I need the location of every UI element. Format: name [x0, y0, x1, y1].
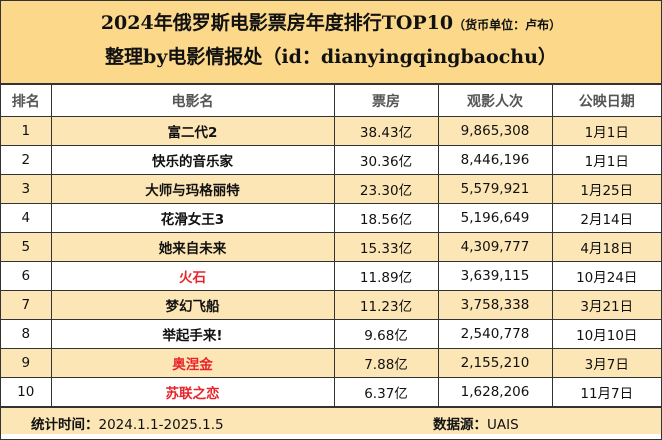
admissions-cell: 8,446,196: [437, 145, 553, 175]
admissions-cell: 5,196,649: [437, 203, 553, 233]
admissions-cell: 1,628,206: [437, 377, 553, 407]
movie-title-cell: 花滑女王3: [50, 203, 335, 233]
movie-title-cell: 梦幻飞船: [50, 290, 335, 320]
column-header-box-office: 票房: [333, 84, 439, 117]
rank-cell: 2: [1, 145, 52, 175]
movie-title-cell: 苏联之恋: [50, 377, 335, 407]
box-office-cell: 6.37亿: [333, 377, 439, 407]
box-office-cell: 23.30亿: [333, 174, 439, 204]
table-row: 10 苏联之恋 6.37亿 1,628,206 11月7日: [1, 377, 661, 407]
movie-title-cell: 她来自未来: [50, 232, 335, 262]
table-row: 5 她来自未来 15.33亿 4,309,777 4月18日: [1, 232, 661, 262]
rank-cell: 8: [1, 319, 52, 349]
admissions-cell: 3,639,115: [437, 261, 553, 291]
rank-cell: 7: [1, 290, 52, 320]
page-title: 2024年俄罗斯电影票房年度排行TOP10（货币单位：卢布）: [1, 1, 661, 38]
rank-cell: 4: [1, 203, 52, 233]
rank-cell: 5: [1, 232, 52, 262]
admissions-cell: 5,579,921: [437, 174, 553, 204]
column-header-rank: 排名: [1, 84, 52, 117]
rank-cell: 9: [1, 348, 52, 378]
stat-period: 统计时间：2024.1.1-2025.1.5: [31, 413, 224, 433]
rank-cell: 1: [1, 116, 52, 146]
admissions-cell: 9,865,308: [437, 116, 553, 146]
release-date-cell: 3月21日: [551, 290, 661, 320]
stat-period-label: 统计时间：: [31, 417, 99, 433]
table-row: 6 火石 11.89亿 3,639,115 10月24日: [1, 261, 661, 291]
movie-title-cell: 奥涅金: [50, 348, 335, 378]
box-office-cell: 11.23亿: [333, 290, 439, 320]
rank-cell: 3: [1, 174, 52, 204]
release-date-cell: 1月1日: [551, 145, 661, 175]
release-date-cell: 1月25日: [551, 174, 661, 204]
release-date-cell: 3月7日: [551, 348, 661, 378]
rank-cell: 10: [1, 377, 52, 407]
release-date-cell: 4月18日: [551, 232, 661, 262]
header: 2024年俄罗斯电影票房年度排行TOP10（货币单位：卢布） 整理by电影情报处…: [1, 1, 661, 84]
box-office-cell: 9.68亿: [333, 319, 439, 349]
page-subtitle: 整理by电影情报处（id：dianyingqingbaochu）: [105, 46, 557, 68]
movie-title-cell: 大师与玛格丽特: [50, 174, 335, 204]
movie-title-cell: 富二代2: [50, 116, 335, 146]
box-office-cell: 38.43亿: [333, 116, 439, 146]
table-row: 3 大师与玛格丽特 23.30亿 5,579,921 1月25日: [1, 174, 661, 204]
box-office-cell: 30.36亿: [333, 145, 439, 175]
table-body: 1 富二代2 38.43亿 9,865,308 1月1日 2 快乐的音乐家 30.36亿 8,4…: [1, 116, 661, 407]
table-row: 2 快乐的音乐家 30.36亿 8,446,196 1月1日: [1, 145, 661, 175]
admissions-cell: 3,758,338: [437, 290, 553, 320]
currency-unit-note: （货币单位：卢布）: [453, 18, 562, 32]
release-date-cell: 1月1日: [551, 116, 661, 146]
column-header-release-date: 公映日期: [551, 84, 661, 117]
box-office-cell: 15.33亿: [333, 232, 439, 262]
admissions-cell: 4,309,777: [437, 232, 553, 262]
table-row: 7 梦幻飞船 11.23亿 3,758,338 3月21日: [1, 290, 661, 320]
admissions-cell: 2,155,210: [437, 348, 553, 378]
movie-title-cell: 快乐的音乐家: [50, 145, 335, 175]
column-header-admissions: 观影人次: [437, 84, 553, 117]
release-date-cell: 11月7日: [551, 377, 661, 407]
movie-title-cell: 火石: [50, 261, 335, 291]
column-header-title: 电影名: [50, 84, 335, 117]
footer: 统计时间：2024.1.1-2025.1.5 数据源：UAIS: [1, 407, 661, 434]
box-office-cell: 18.56亿: [333, 203, 439, 233]
release-date-cell: 2月14日: [551, 203, 661, 233]
data-source: 数据源：UAIS: [433, 413, 519, 433]
ranking-table: 排名 电影名 票房 观影人次 公映日期 1 富二代2 38.43亿 9,865,308…: [1, 84, 661, 407]
table-row: 1 富二代2 38.43亿 9,865,308 1月1日: [1, 116, 661, 146]
table-row: 9 奥涅金 7.88亿 2,155,210 3月7日: [1, 348, 661, 378]
data-source-value: UAIS: [487, 417, 519, 433]
movie-title-cell: 举起手来!: [50, 319, 335, 349]
box-office-cell: 11.89亿: [333, 261, 439, 291]
admissions-cell: 2,540,778: [437, 319, 553, 349]
rank-cell: 6: [1, 261, 52, 291]
release-date-cell: 10月10日: [551, 319, 661, 349]
title-text: 2024年俄罗斯电影票房年度排行TOP10: [100, 12, 454, 34]
release-date-cell: 10月24日: [551, 261, 661, 291]
table-row: 4 花滑女王3 18.56亿 5,196,649 2月14日: [1, 203, 661, 233]
table-header-row: 排名 电影名 票房 观影人次 公映日期: [1, 84, 661, 117]
data-source-label: 数据源：: [433, 417, 487, 433]
box-office-cell: 7.88亿: [333, 348, 439, 378]
table-row: 8 举起手来! 9.68亿 2,540,778 10月10日: [1, 319, 661, 349]
stat-period-value: 2024.1.1-2025.1.5: [98, 417, 224, 433]
